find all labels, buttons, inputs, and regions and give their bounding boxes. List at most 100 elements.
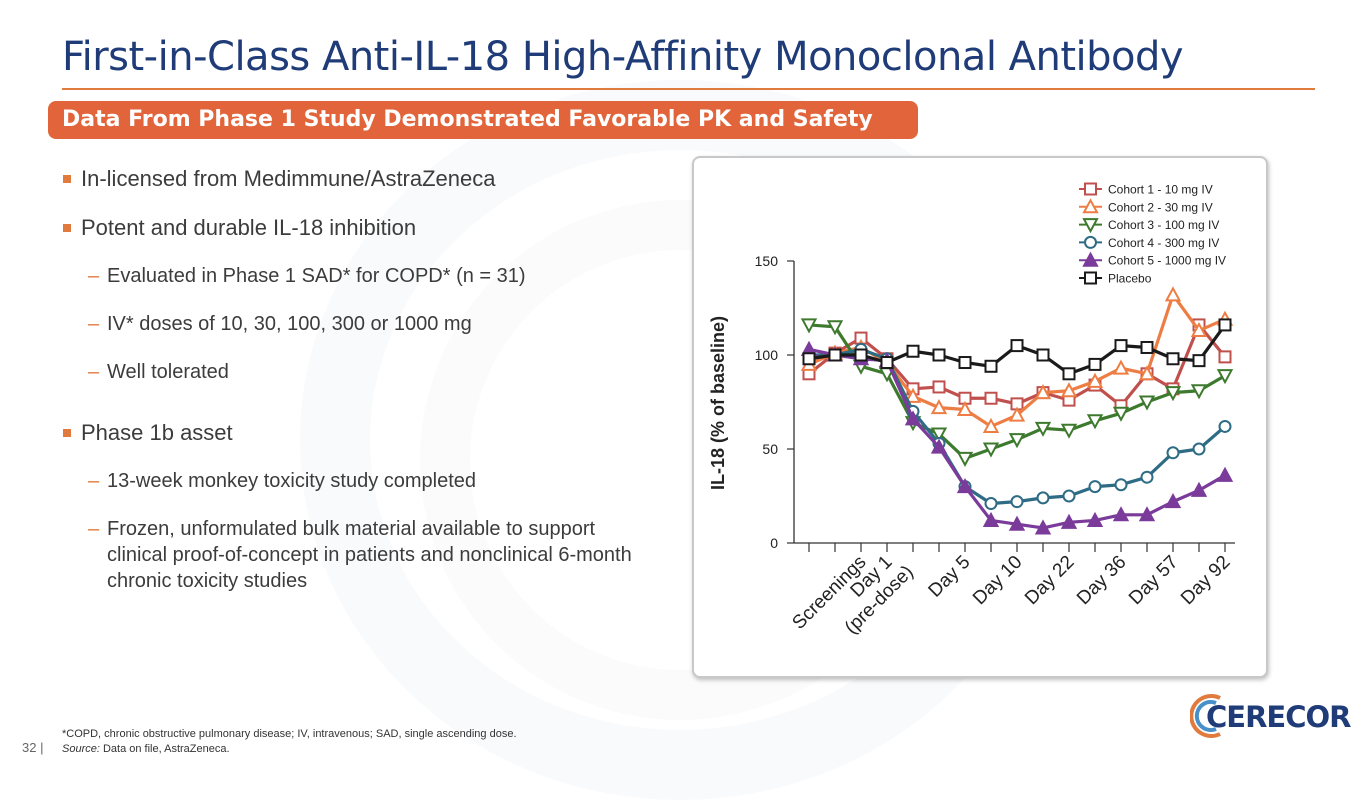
data-point-series-4 <box>1114 478 1128 492</box>
data-point-series-5 <box>1216 466 1234 482</box>
sub-bullet-item: – IV* doses of 10, 30, 100, 300 or 1000 m… <box>62 311 652 337</box>
bullet-list: In-licensed from Medimmune/AstraZeneca P… <box>62 165 652 616</box>
legend-marker-1 <box>1084 182 1097 196</box>
x-tick-label-line: Day 5 <box>925 552 975 602</box>
data-point-series-3 <box>1190 384 1208 400</box>
data-point-series-5 <box>982 511 1000 527</box>
sub-bullet-text: Well tolerated <box>107 361 229 383</box>
data-point-series-6 <box>1088 357 1102 371</box>
data-point-series-5 <box>1086 511 1104 527</box>
dash-marker: – <box>88 265 100 287</box>
data-point-series-6 <box>984 359 998 373</box>
data-point-series-6 <box>828 348 842 362</box>
logo-text: CERECOR <box>1206 700 1351 734</box>
data-point-series-5 <box>1008 515 1026 531</box>
data-point-series-2 <box>1138 365 1156 381</box>
data-point-series-6 <box>1010 339 1024 353</box>
legend-marker-4 <box>1084 235 1097 249</box>
data-point-series-3 <box>800 318 818 334</box>
series-line-4 <box>809 347 1227 506</box>
subtitle-banner: Data From Phase 1 Study Demonstrated Fav… <box>48 101 918 170</box>
data-point-series-5 <box>1190 481 1208 497</box>
data-point-series-6 <box>932 348 946 362</box>
logo-arc-icon <box>1190 694 1221 738</box>
data-point-series-4 <box>1140 470 1154 484</box>
cerecor-logo: CERECOR <box>1190 692 1351 740</box>
legend-label-3: Cohort 3 - 100 mg IV <box>1108 218 1219 232</box>
data-point-series-2 <box>1060 382 1078 398</box>
data-point-series-5 <box>1138 506 1156 522</box>
data-point-series-6 <box>880 356 894 370</box>
legend-marker-3 <box>1082 218 1099 234</box>
y-axis-title: IL-18 (% of baseline) <box>708 316 728 490</box>
data-point-series-6 <box>854 348 868 362</box>
data-point-series-2 <box>1112 359 1130 375</box>
legend-marker-6 <box>1084 271 1097 285</box>
data-point-series-2 <box>1008 406 1026 422</box>
data-point-series-5 <box>1164 493 1182 509</box>
data-point-series-5 <box>904 410 922 426</box>
data-point-series-6 <box>1166 352 1180 366</box>
sub-bullet-item: – Frozen, unformulated bulk material avai… <box>62 516 652 594</box>
data-point-series-2 <box>930 399 948 415</box>
x-tick-label: Day 5 <box>925 552 975 602</box>
data-point-series-6 <box>1062 367 1076 381</box>
x-tick-label-line: Day 36 <box>1073 552 1130 609</box>
x-tick-label: Day 57 <box>1125 552 1182 609</box>
data-point-series-3 <box>826 320 844 336</box>
y-tick-label-100: 100 <box>755 347 779 363</box>
data-point-series-5 <box>956 478 974 494</box>
legend-label-2: Cohort 2 - 30 mg IV <box>1108 200 1213 214</box>
page-number: 32 | <box>22 740 44 755</box>
x-tick-label-line: Day 10 <box>969 552 1026 609</box>
bullet-item: Phase 1b asset <box>62 419 652 446</box>
footnote: *COPD, chronic obstructive pulmonary dis… <box>62 727 517 757</box>
chart-frame: 0 50 100 150 IL-18 (% of baseline) Screenings… <box>692 156 1268 678</box>
y-tick-label-150: 150 <box>755 253 779 269</box>
data-point-series-2 <box>1034 384 1052 400</box>
legend-label-5: Cohort 5 - 1000 mg IV <box>1108 254 1226 268</box>
x-tick-label: Day 22 <box>1021 552 1078 609</box>
data-point-series-1 <box>932 380 946 394</box>
legend-marker-5 <box>1082 251 1099 267</box>
data-point-series-1 <box>1218 350 1232 364</box>
data-point-series-4 <box>1010 495 1024 509</box>
data-point-series-3 <box>1008 433 1026 449</box>
data-point-series-3 <box>1138 395 1156 411</box>
data-point-series-2 <box>956 400 974 417</box>
sub-bullet-text: 13-week monkey toxicity study completed <box>107 470 477 492</box>
data-point-series-2 <box>1190 321 1208 338</box>
bullet-item: Potent and durable IL-18 inhibition <box>62 214 652 241</box>
data-point-series-6 <box>906 344 920 358</box>
legend-label-4: Cohort 4 - 300 mg IV <box>1108 236 1219 250</box>
sub-bullet-text: Frozen, unformulated bulk material avail… <box>107 518 632 592</box>
data-point-series-2 <box>904 387 922 403</box>
data-point-series-5 <box>1060 513 1078 529</box>
sub-bullet-item: –13-week monkey toxicity study completed <box>62 468 652 494</box>
y-tick-label-50: 50 <box>762 441 778 457</box>
series-line-1 <box>808 323 1227 408</box>
data-point-series-5 <box>930 438 948 454</box>
data-point-series-3 <box>1112 406 1130 422</box>
footnote-source: Source: Data on file, AstraZeneca. <box>62 742 517 757</box>
data-point-series-3 <box>1086 414 1104 430</box>
x-tick-label-line: Day 57 <box>1125 552 1182 609</box>
x-tick-label: Day 10 <box>969 552 1026 609</box>
data-point-series-4 <box>1088 480 1102 494</box>
data-point-series-3 <box>1034 421 1052 437</box>
data-point-series-3 <box>1060 423 1078 439</box>
data-point-series-3 <box>956 451 974 467</box>
slide-title: First-in-Class Anti-IL-18 High-Affinity … <box>62 34 1184 80</box>
data-point-series-4 <box>1192 442 1206 456</box>
data-point-series-3 <box>982 442 1000 458</box>
x-tick-label-line: Day 92 <box>1177 552 1234 609</box>
dash-marker: – <box>88 361 100 383</box>
source-text: Data on file, AstraZeneca. <box>99 743 230 755</box>
data-point-series-6 <box>1218 318 1232 332</box>
x-tick-label: Day 36 <box>1073 552 1130 609</box>
data-point-series-6 <box>1036 348 1050 362</box>
data-point-series-6 <box>802 352 816 366</box>
legend-label-6: Placebo <box>1108 272 1152 286</box>
data-point-series-2 <box>1086 372 1104 388</box>
sub-bullet-text: Evaluated in Phase 1 SAD* for COPD* (n =… <box>107 265 526 287</box>
